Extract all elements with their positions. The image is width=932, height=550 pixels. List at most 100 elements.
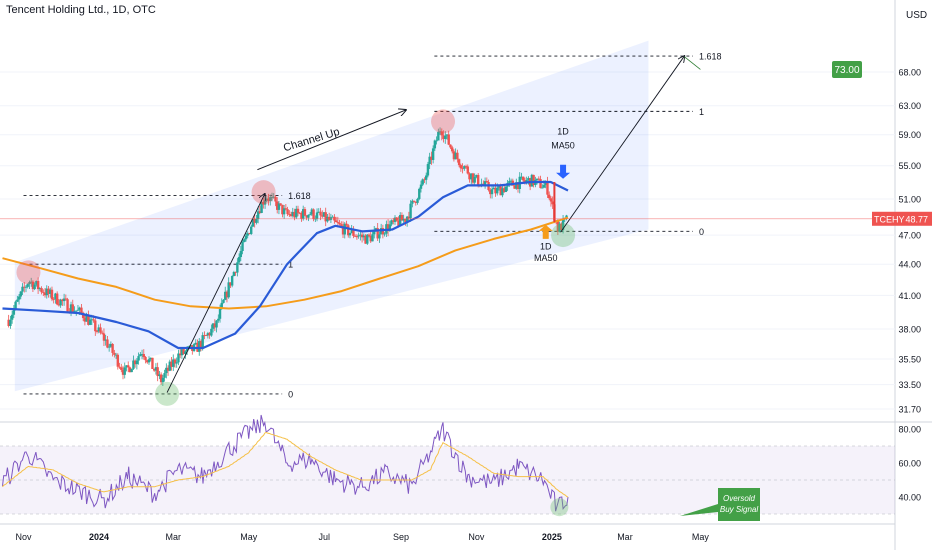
candle-body bbox=[357, 235, 360, 237]
candle-body bbox=[336, 222, 340, 223]
candle-body bbox=[301, 209, 305, 219]
candle-body bbox=[59, 299, 62, 306]
candle-body bbox=[7, 319, 10, 326]
candle-body bbox=[107, 346, 111, 348]
candle-body bbox=[296, 208, 300, 213]
candle-body bbox=[423, 179, 426, 181]
candle-body bbox=[113, 352, 116, 355]
price-tick-label: 63.00 bbox=[898, 101, 921, 111]
candle-body bbox=[29, 281, 33, 283]
candle-body bbox=[315, 212, 319, 219]
candle-body bbox=[99, 327, 102, 333]
candle-body bbox=[189, 345, 192, 347]
candle-body bbox=[211, 323, 215, 329]
candle-body bbox=[433, 140, 437, 149]
peak-marker bbox=[431, 109, 456, 134]
candle-body bbox=[180, 349, 184, 356]
ma200-arrow bbox=[538, 224, 553, 239]
candle-body bbox=[64, 298, 68, 300]
candle-body bbox=[312, 209, 315, 219]
candle-body bbox=[321, 215, 324, 217]
candle-body bbox=[565, 215, 568, 218]
candle-body bbox=[369, 235, 372, 242]
candle-body bbox=[201, 335, 204, 348]
candle-body bbox=[33, 284, 36, 290]
fib-label: 1.618 bbox=[288, 191, 311, 201]
candle-body bbox=[57, 304, 61, 306]
target-box: 73.00 bbox=[832, 61, 862, 78]
candle-body bbox=[232, 272, 236, 277]
candle-body bbox=[383, 233, 386, 235]
candle-body bbox=[501, 188, 504, 196]
candle-body bbox=[78, 307, 81, 310]
candle-body bbox=[101, 332, 104, 334]
price-tick-label: 35.50 bbox=[898, 355, 921, 365]
candle-body bbox=[305, 215, 308, 218]
candle-body bbox=[376, 228, 379, 239]
candle-body bbox=[177, 353, 180, 363]
candle-body bbox=[286, 209, 289, 215]
fib-label: 0 bbox=[288, 389, 293, 399]
candle-body bbox=[343, 223, 346, 235]
candle-body bbox=[537, 178, 541, 180]
candle-body bbox=[127, 365, 130, 368]
candle-body bbox=[525, 180, 528, 182]
candle-body bbox=[253, 218, 256, 223]
fib-label: 1.618 bbox=[699, 52, 722, 62]
candle-body bbox=[114, 354, 118, 356]
candle-body bbox=[269, 197, 272, 201]
candle-body bbox=[35, 280, 38, 285]
candle-body bbox=[75, 310, 78, 312]
candle-body bbox=[161, 377, 165, 383]
candle-body bbox=[494, 187, 497, 194]
callout-line2: Buy Signal bbox=[720, 505, 758, 514]
candle-body bbox=[414, 201, 417, 203]
candle-body bbox=[378, 234, 381, 239]
candle-body bbox=[390, 220, 393, 225]
candle-body bbox=[308, 214, 312, 216]
candle-body bbox=[400, 215, 404, 221]
target-box-bg bbox=[832, 61, 862, 78]
candle-body bbox=[154, 367, 158, 371]
candle-body bbox=[515, 182, 518, 189]
candle-body bbox=[546, 181, 549, 195]
candle-body bbox=[454, 152, 457, 160]
candle-body bbox=[331, 216, 334, 218]
candle-body bbox=[444, 135, 447, 139]
candle-body bbox=[135, 360, 139, 365]
candle-body bbox=[97, 327, 100, 332]
time-tick-label: 2025 bbox=[542, 532, 562, 542]
candle-body bbox=[52, 299, 55, 301]
candle-body bbox=[156, 367, 159, 377]
candle-body bbox=[338, 222, 341, 225]
rsi-tick-label: 60.00 bbox=[898, 459, 921, 469]
candle-body bbox=[411, 200, 414, 204]
candle-body bbox=[234, 272, 237, 273]
candle-body bbox=[450, 147, 454, 152]
candle-body bbox=[560, 223, 563, 230]
candle-body bbox=[464, 166, 468, 167]
candle-body bbox=[457, 159, 461, 166]
candle-body bbox=[466, 166, 469, 174]
candle-body bbox=[322, 212, 326, 217]
candle-body bbox=[295, 208, 298, 218]
candle-body bbox=[397, 220, 400, 226]
ma50-label-line2: MA50 bbox=[551, 140, 575, 150]
candle-body bbox=[140, 354, 144, 355]
candle-body bbox=[449, 144, 452, 148]
candle-body bbox=[80, 307, 83, 313]
price-tick-label: 44.00 bbox=[898, 260, 921, 270]
candle-body bbox=[418, 188, 421, 199]
candle-body bbox=[392, 220, 395, 222]
candle-body bbox=[258, 211, 262, 213]
candle-body bbox=[362, 235, 366, 238]
candle-body bbox=[128, 367, 132, 373]
chart-title: Tencent Holding Ltd., 1D, OTC bbox=[6, 4, 156, 16]
candle-body bbox=[409, 203, 412, 219]
symbol-label: TCEHY bbox=[874, 214, 905, 224]
candle-body bbox=[367, 234, 371, 236]
candle-body bbox=[496, 187, 499, 194]
candle-body bbox=[36, 280, 40, 290]
candle-body bbox=[431, 148, 435, 160]
